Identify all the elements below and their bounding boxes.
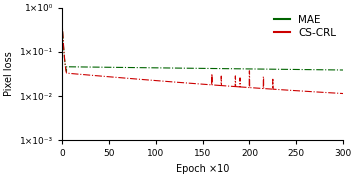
Legend: MAE, CS-CRL: MAE, CS-CRL <box>272 13 338 40</box>
CS-CRL <box>336 92 340 94</box>
MAE <box>60 19 64 21</box>
CS-CRL <box>180 82 184 84</box>
CS-CRL <box>92 74 96 77</box>
MAE <box>341 69 345 71</box>
Line: MAE: MAE <box>62 20 343 71</box>
Y-axis label: Pixel loss: Pixel loss <box>4 52 14 96</box>
CS-CRL <box>341 93 345 95</box>
MAE <box>305 69 310 71</box>
MAE <box>180 67 184 69</box>
Line: CS-CRL: CS-CRL <box>62 19 343 94</box>
CS-CRL <box>109 76 113 78</box>
MAE <box>336 69 340 71</box>
CS-CRL <box>60 18 64 20</box>
CS-CRL <box>305 90 309 92</box>
MAE <box>168 67 172 69</box>
MAE <box>64 70 69 72</box>
MAE <box>109 66 113 68</box>
MAE <box>92 66 96 68</box>
CS-CRL <box>168 81 172 83</box>
X-axis label: Epoch ×10: Epoch ×10 <box>176 164 229 174</box>
